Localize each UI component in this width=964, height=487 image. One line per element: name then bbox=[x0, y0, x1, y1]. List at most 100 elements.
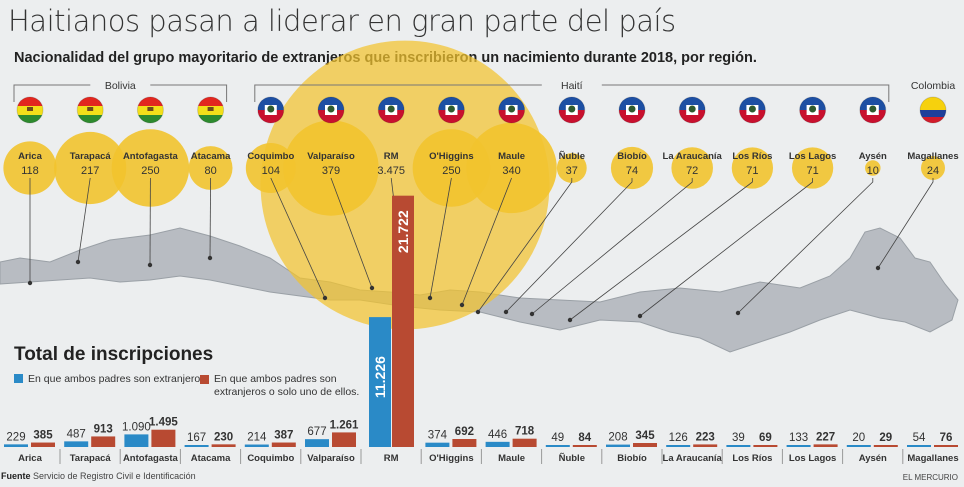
bar-value-label: 76 bbox=[940, 432, 953, 444]
bar-blue-10 bbox=[606, 444, 630, 447]
bubble-region-label: Aysén bbox=[859, 151, 887, 162]
flag-blue bbox=[438, 97, 465, 110]
bar-blue-11 bbox=[666, 445, 691, 447]
category-label: Antofagasta bbox=[123, 453, 179, 464]
bubble-8 bbox=[466, 122, 557, 214]
map-dot-4 bbox=[322, 295, 328, 301]
legend-blue-swatch bbox=[14, 374, 23, 383]
flag-outline bbox=[317, 96, 345, 124]
flag-red bbox=[498, 110, 525, 123]
bar-value-label: 1.261 bbox=[330, 419, 359, 431]
colombia-flag-icon bbox=[919, 96, 947, 124]
flag-emblem bbox=[207, 107, 214, 111]
bubble-14 bbox=[865, 160, 881, 176]
haiti-flag-icon bbox=[738, 96, 766, 124]
map-dot-14 bbox=[735, 310, 741, 316]
bar-value-label: 230 bbox=[214, 431, 233, 443]
bubble-region-label: O'Higgins bbox=[429, 151, 473, 162]
flag-body bbox=[257, 97, 284, 123]
bolivia-flag-icon bbox=[197, 96, 225, 124]
group-label-bg-1 bbox=[541, 78, 602, 90]
flag-body bbox=[378, 97, 405, 123]
bubble-7 bbox=[412, 129, 491, 207]
bubble-13 bbox=[791, 147, 834, 189]
bubble-value-label: 71 bbox=[806, 165, 818, 177]
map-dot-7 bbox=[427, 295, 433, 301]
map-dot-12 bbox=[567, 317, 573, 323]
bar-value-label: 385 bbox=[33, 430, 53, 442]
source: Fuente Servicio de Registro Civil e Iden… bbox=[1, 471, 196, 481]
group-label-0: Bolivia bbox=[105, 80, 136, 92]
bar-value-label: 387 bbox=[274, 430, 293, 442]
bar-red-2 bbox=[151, 429, 176, 447]
bar-red-7 bbox=[452, 438, 477, 447]
flag-blue bbox=[619, 97, 645, 110]
bar-red-14 bbox=[873, 445, 898, 447]
bubble-region-label: Arica bbox=[18, 151, 42, 162]
category-label: La Araucanía bbox=[663, 453, 723, 464]
bar-value-label: 1.090 bbox=[122, 421, 151, 433]
bubble-value-label: 3.475 bbox=[377, 165, 405, 177]
bar-blue-0 bbox=[4, 444, 28, 447]
map-dot-3 bbox=[207, 255, 213, 261]
bar-value-label: 133 bbox=[789, 432, 808, 444]
bubble-region-label: Biobío bbox=[617, 151, 647, 162]
bar-value-label: 913 bbox=[94, 423, 113, 435]
flag-outline bbox=[498, 96, 526, 124]
bar-value-label: 487 bbox=[67, 428, 86, 440]
bar-value-label: 126 bbox=[669, 432, 688, 444]
flag-green bbox=[137, 115, 164, 123]
connector-line-3 bbox=[209, 177, 211, 259]
connector-line-4 bbox=[270, 177, 326, 299]
flag-outline bbox=[799, 96, 827, 124]
connector-line-12 bbox=[569, 178, 753, 321]
bubble-15 bbox=[920, 155, 946, 181]
category-label: Valparaíso bbox=[307, 453, 355, 464]
flag-body bbox=[619, 97, 645, 123]
flag-emblem bbox=[748, 105, 756, 113]
bubble-region-label: Valparaíso bbox=[307, 151, 355, 162]
category-label: Maule bbox=[498, 453, 525, 464]
bubble-value-label: 10 bbox=[867, 165, 879, 177]
bubble-value-label: 250 bbox=[141, 165, 159, 177]
category-label: Arica bbox=[18, 453, 42, 464]
haiti-flag-icon bbox=[257, 96, 285, 124]
flag-red bbox=[17, 97, 43, 106]
flag-emblem bbox=[568, 105, 576, 113]
flag-red bbox=[438, 110, 465, 123]
bubble-value-label: 340 bbox=[502, 165, 520, 177]
connector-line-8 bbox=[461, 177, 512, 306]
map-dot-9 bbox=[475, 309, 481, 315]
map-dot-2 bbox=[147, 262, 153, 268]
flag-emblem bbox=[809, 105, 817, 113]
bar-blue-7 bbox=[425, 442, 450, 447]
bar-blue-8 bbox=[485, 441, 510, 447]
bar-blue-5 bbox=[305, 439, 329, 447]
bolivia-flag-icon bbox=[76, 96, 104, 124]
bar-red-15 bbox=[934, 445, 958, 447]
map-dot-1 bbox=[75, 259, 81, 265]
flag-outline bbox=[257, 96, 285, 124]
category-label: Tarapacá bbox=[70, 453, 112, 464]
flag-outline bbox=[136, 96, 164, 124]
flag-emblem bbox=[147, 107, 154, 111]
bar-blue-14 bbox=[846, 445, 871, 447]
haiti-flag-icon bbox=[678, 96, 706, 124]
legend-title: Total de inscripciones bbox=[14, 344, 214, 365]
category-label: Los Ríos bbox=[732, 453, 772, 464]
flag-body bbox=[498, 97, 525, 123]
flag-body bbox=[799, 97, 826, 123]
haiti-flag-icon bbox=[799, 96, 827, 124]
map-dot-13 bbox=[637, 313, 643, 319]
bar-value-label: 677 bbox=[307, 426, 326, 438]
bar-red-1 bbox=[91, 436, 116, 447]
flag-blue bbox=[920, 110, 946, 117]
bolivia-flag-icon bbox=[16, 96, 44, 124]
bar-blue-3 bbox=[184, 445, 209, 447]
group-label-1: Haití bbox=[561, 80, 583, 92]
flag-blue bbox=[799, 97, 826, 110]
flag-body bbox=[558, 97, 585, 123]
legend-blue: En que ambos padres son extranjeros bbox=[14, 373, 205, 386]
flag-red bbox=[799, 110, 826, 123]
